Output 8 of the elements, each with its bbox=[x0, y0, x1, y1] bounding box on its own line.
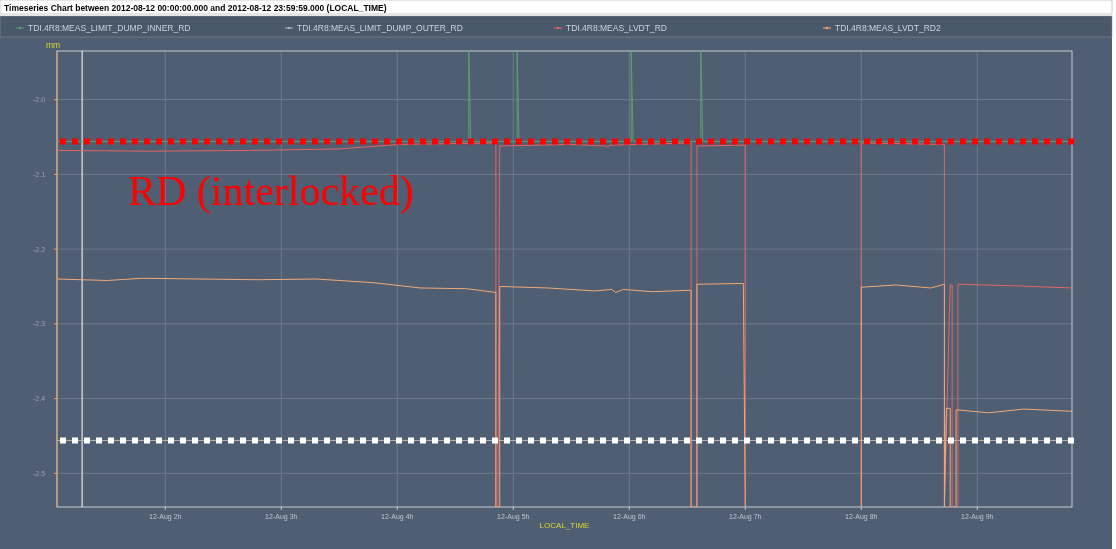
legend-label: TDI.4R8:MEAS_LVDT_RD bbox=[566, 22, 667, 33]
y-axis-title: mm bbox=[45, 40, 61, 50]
legend-label: TDI.4R8:MEAS_LIMIT_DUMP_OUTER_RD bbox=[297, 22, 463, 33]
legend-label: TDI.4R8:MEAS_LVDT_RD2 bbox=[835, 22, 941, 33]
annotation: RD (interlocked) bbox=[128, 168, 414, 215]
x-axis-title: LOCAL_TIME bbox=[539, 521, 590, 530]
chart-title: Timeseries Chart between 2012-08-12 00:00:00.000 and 2012-08-12 23:59:59.000 (LOCAL_TIME) bbox=[4, 3, 387, 13]
legend-label: TDI.4R8:MEAS_LIMIT_DUMP_INNER_RD bbox=[28, 22, 191, 33]
